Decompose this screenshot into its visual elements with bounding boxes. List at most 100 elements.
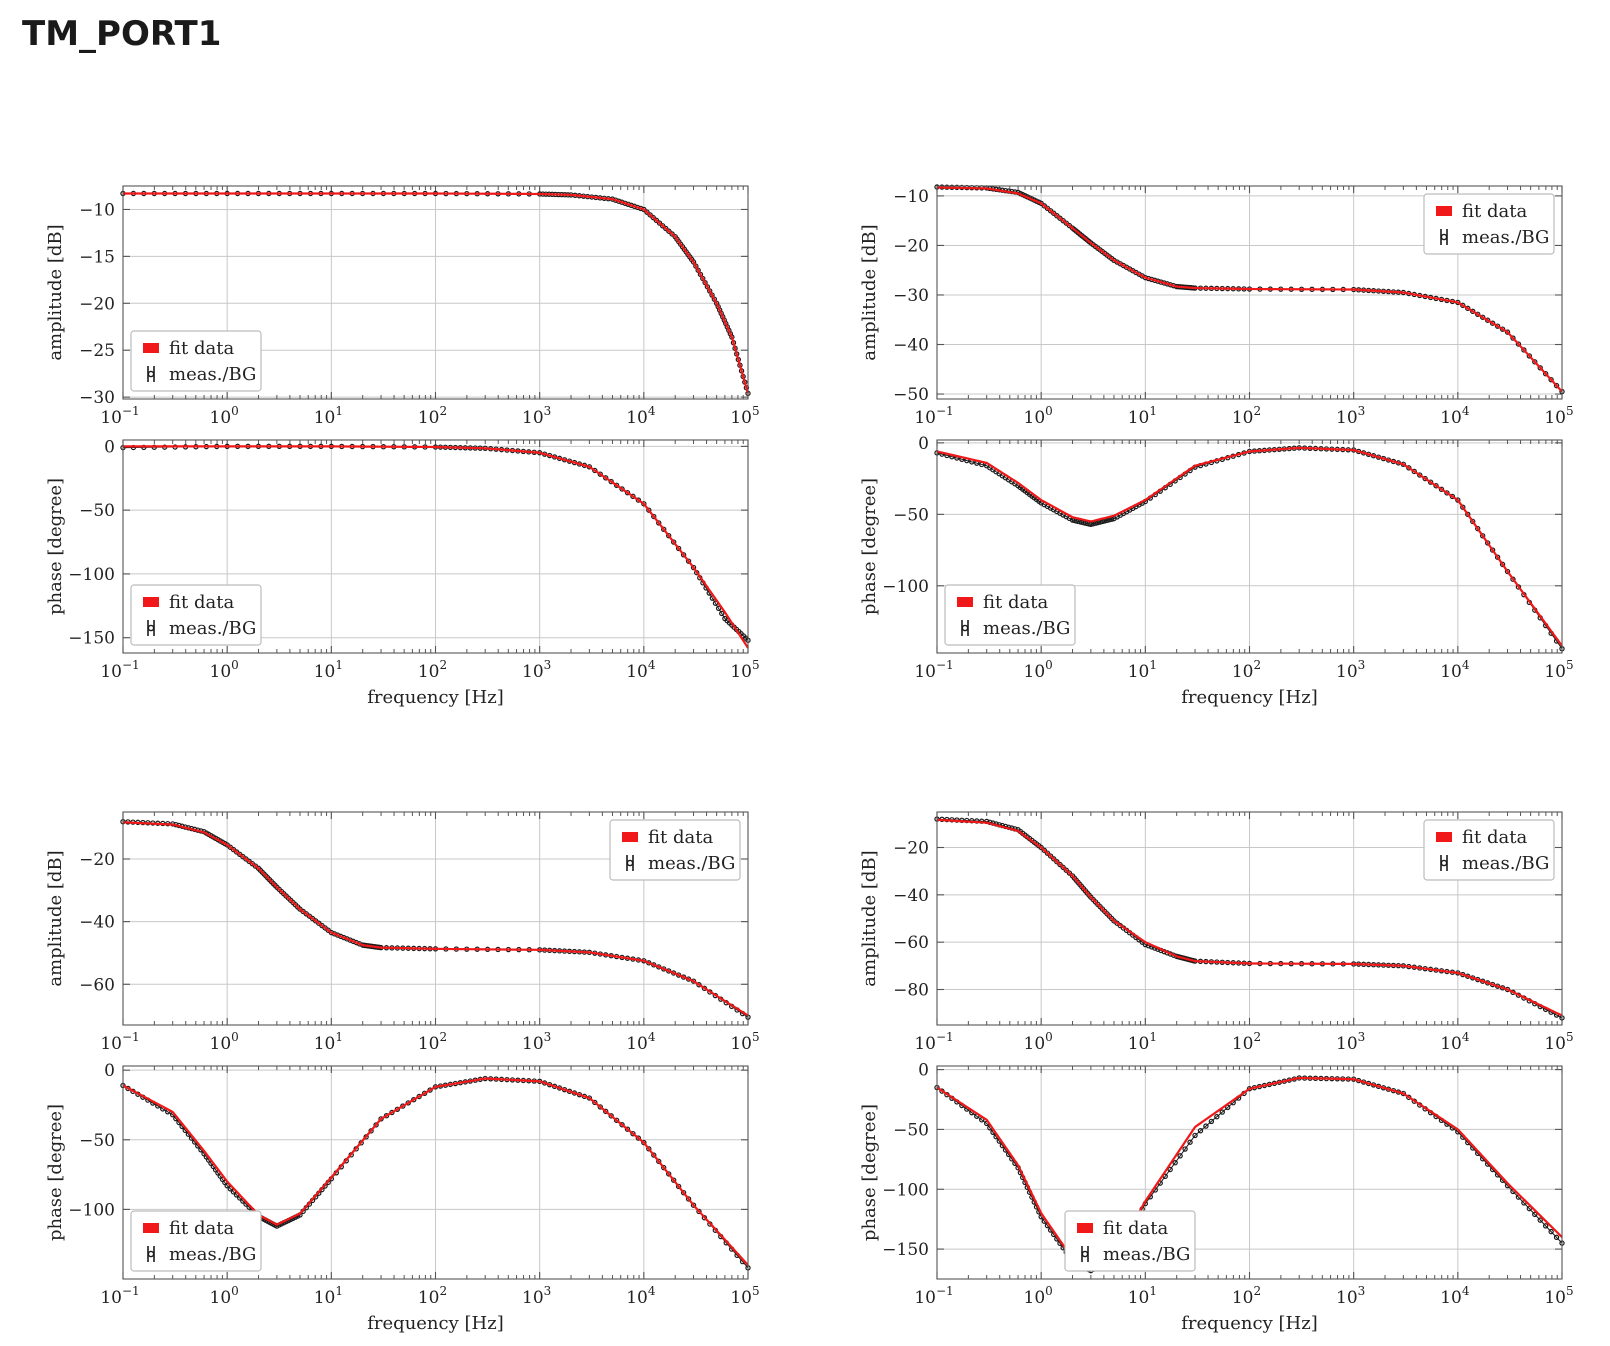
meas-point (1537, 365, 1543, 371)
meas-point (1479, 533, 1486, 539)
top-left-amplitude-panel: 10−1 100 101 102 103 104 105 −10 −15 −20 −25 −30 amp… (45, 185, 760, 428)
legend-meas-marker-icon (626, 859, 634, 867)
legend-meas-marker-icon (147, 624, 155, 632)
x-tick-label: 100 (1024, 1030, 1053, 1054)
legend-meas-marker-icon (1081, 1250, 1089, 1258)
meas-point (670, 1177, 677, 1183)
meas-point (696, 1208, 702, 1215)
meas-point (685, 1196, 692, 1202)
y-tick-label: −40 (79, 913, 115, 933)
x-tick-label: 105 (1544, 1284, 1573, 1308)
meas-point (592, 467, 598, 474)
legend-meas-label: meas./BG (169, 618, 256, 639)
page-title: TM_PORT1 (22, 14, 222, 54)
legend-fit-swatch (143, 343, 159, 353)
meas-point (1038, 844, 1044, 851)
meas-point (608, 478, 614, 485)
meas-point (647, 212, 653, 218)
y-tick-label: −25 (79, 341, 115, 361)
x-axis-label: frequency [Hz] (367, 1313, 503, 1334)
meas-point (1177, 1153, 1183, 1159)
x-tick-label: 102 (1232, 404, 1261, 428)
y-tick-label: −10 (893, 187, 929, 207)
meas-point (592, 1099, 598, 1106)
x-tick-label: 101 (314, 1284, 343, 1308)
x-tick-label: 104 (626, 1284, 656, 1308)
x-axis-label: frequency [Hz] (1181, 1313, 1317, 1334)
x-tick-label: 102 (1232, 658, 1261, 682)
y-axis-label: amplitude [dB] (859, 850, 880, 986)
y-tick-label: −50 (893, 385, 929, 405)
meas-point (656, 520, 662, 526)
meas-point (1526, 353, 1533, 359)
meas-point (661, 1164, 667, 1171)
y-axis-label: phase [degree] (859, 478, 880, 615)
meas-point (630, 1130, 636, 1137)
x-tick-label: 101 (314, 404, 343, 428)
y-axis-label: phase [degree] (45, 1104, 66, 1241)
meas-point (1521, 347, 1527, 353)
meas-point (690, 1202, 697, 1208)
x-tick-label: 105 (730, 1030, 759, 1054)
axes-frame (122, 1065, 749, 1280)
axes-frame (122, 185, 749, 400)
x-tick-label: 102 (418, 658, 447, 682)
meas-point (651, 1152, 657, 1158)
meas-point (650, 214, 656, 221)
meas-point (1192, 1132, 1198, 1139)
x-tick-label: 102 (418, 1030, 447, 1054)
meas-point (613, 482, 620, 488)
x-tick-label: 10−1 (914, 1284, 953, 1308)
y-tick-label: −50 (79, 501, 115, 521)
fit-series-line (122, 1077, 749, 1266)
meas-point (1044, 850, 1051, 856)
legend-fit-label: fit data (1103, 1218, 1168, 1239)
x-tick-label: 10−1 (914, 404, 953, 428)
meas-point (1187, 1139, 1193, 1145)
meas-point (1484, 540, 1491, 546)
y-tick-label: −15 (79, 247, 115, 267)
meas-point (1172, 1159, 1178, 1166)
meas-point (1197, 1128, 1204, 1134)
y-tick-label: 0 (918, 434, 929, 454)
y-tick-label: 0 (104, 1061, 115, 1081)
meas-point (669, 231, 675, 237)
y-tick-label: −40 (893, 886, 929, 906)
x-tick-label: 100 (210, 1030, 239, 1054)
meas-point (666, 228, 672, 234)
meas-point (646, 507, 652, 513)
x-tick-label: 10−1 (914, 1030, 953, 1054)
y-tick-label: −60 (893, 933, 929, 953)
legend-meas-label: meas./BG (983, 618, 1070, 639)
y-axis-label: amplitude [dB] (859, 224, 880, 360)
y-tick-label: −50 (893, 505, 929, 525)
legend-fit-label: fit data (169, 338, 234, 359)
meas-point (1438, 486, 1445, 493)
fit-series-line (936, 818, 1563, 1017)
meas-point (1411, 468, 1417, 475)
legend-meas-marker-icon (1440, 233, 1448, 241)
x-tick-label: 10−1 (100, 1284, 139, 1308)
x-tick-label: 102 (1232, 1030, 1261, 1054)
meas-point (1219, 1109, 1225, 1115)
legend-box (609, 819, 741, 881)
y-tick-label: −50 (893, 1120, 929, 1140)
meas-point (1510, 335, 1516, 341)
meas-point (641, 1139, 647, 1146)
meas-point (1203, 1123, 1209, 1129)
meas-point (1433, 483, 1439, 489)
meas-point (1182, 1146, 1188, 1152)
x-tick-label: 105 (730, 1284, 759, 1308)
fit-series-line (936, 186, 1563, 393)
meas-point (624, 489, 631, 496)
legend: fit data meas./BG (1423, 819, 1555, 881)
x-tick-label: 10−1 (100, 1030, 139, 1054)
meas-point (644, 209, 650, 215)
x-tick-label: 100 (1024, 1284, 1053, 1308)
x-tick-label: 104 (626, 658, 656, 682)
x-tick-label: 105 (730, 658, 759, 682)
meas-point (1054, 859, 1060, 865)
meas-point (685, 558, 692, 564)
meas-point (680, 552, 687, 558)
legend-box (130, 584, 262, 646)
